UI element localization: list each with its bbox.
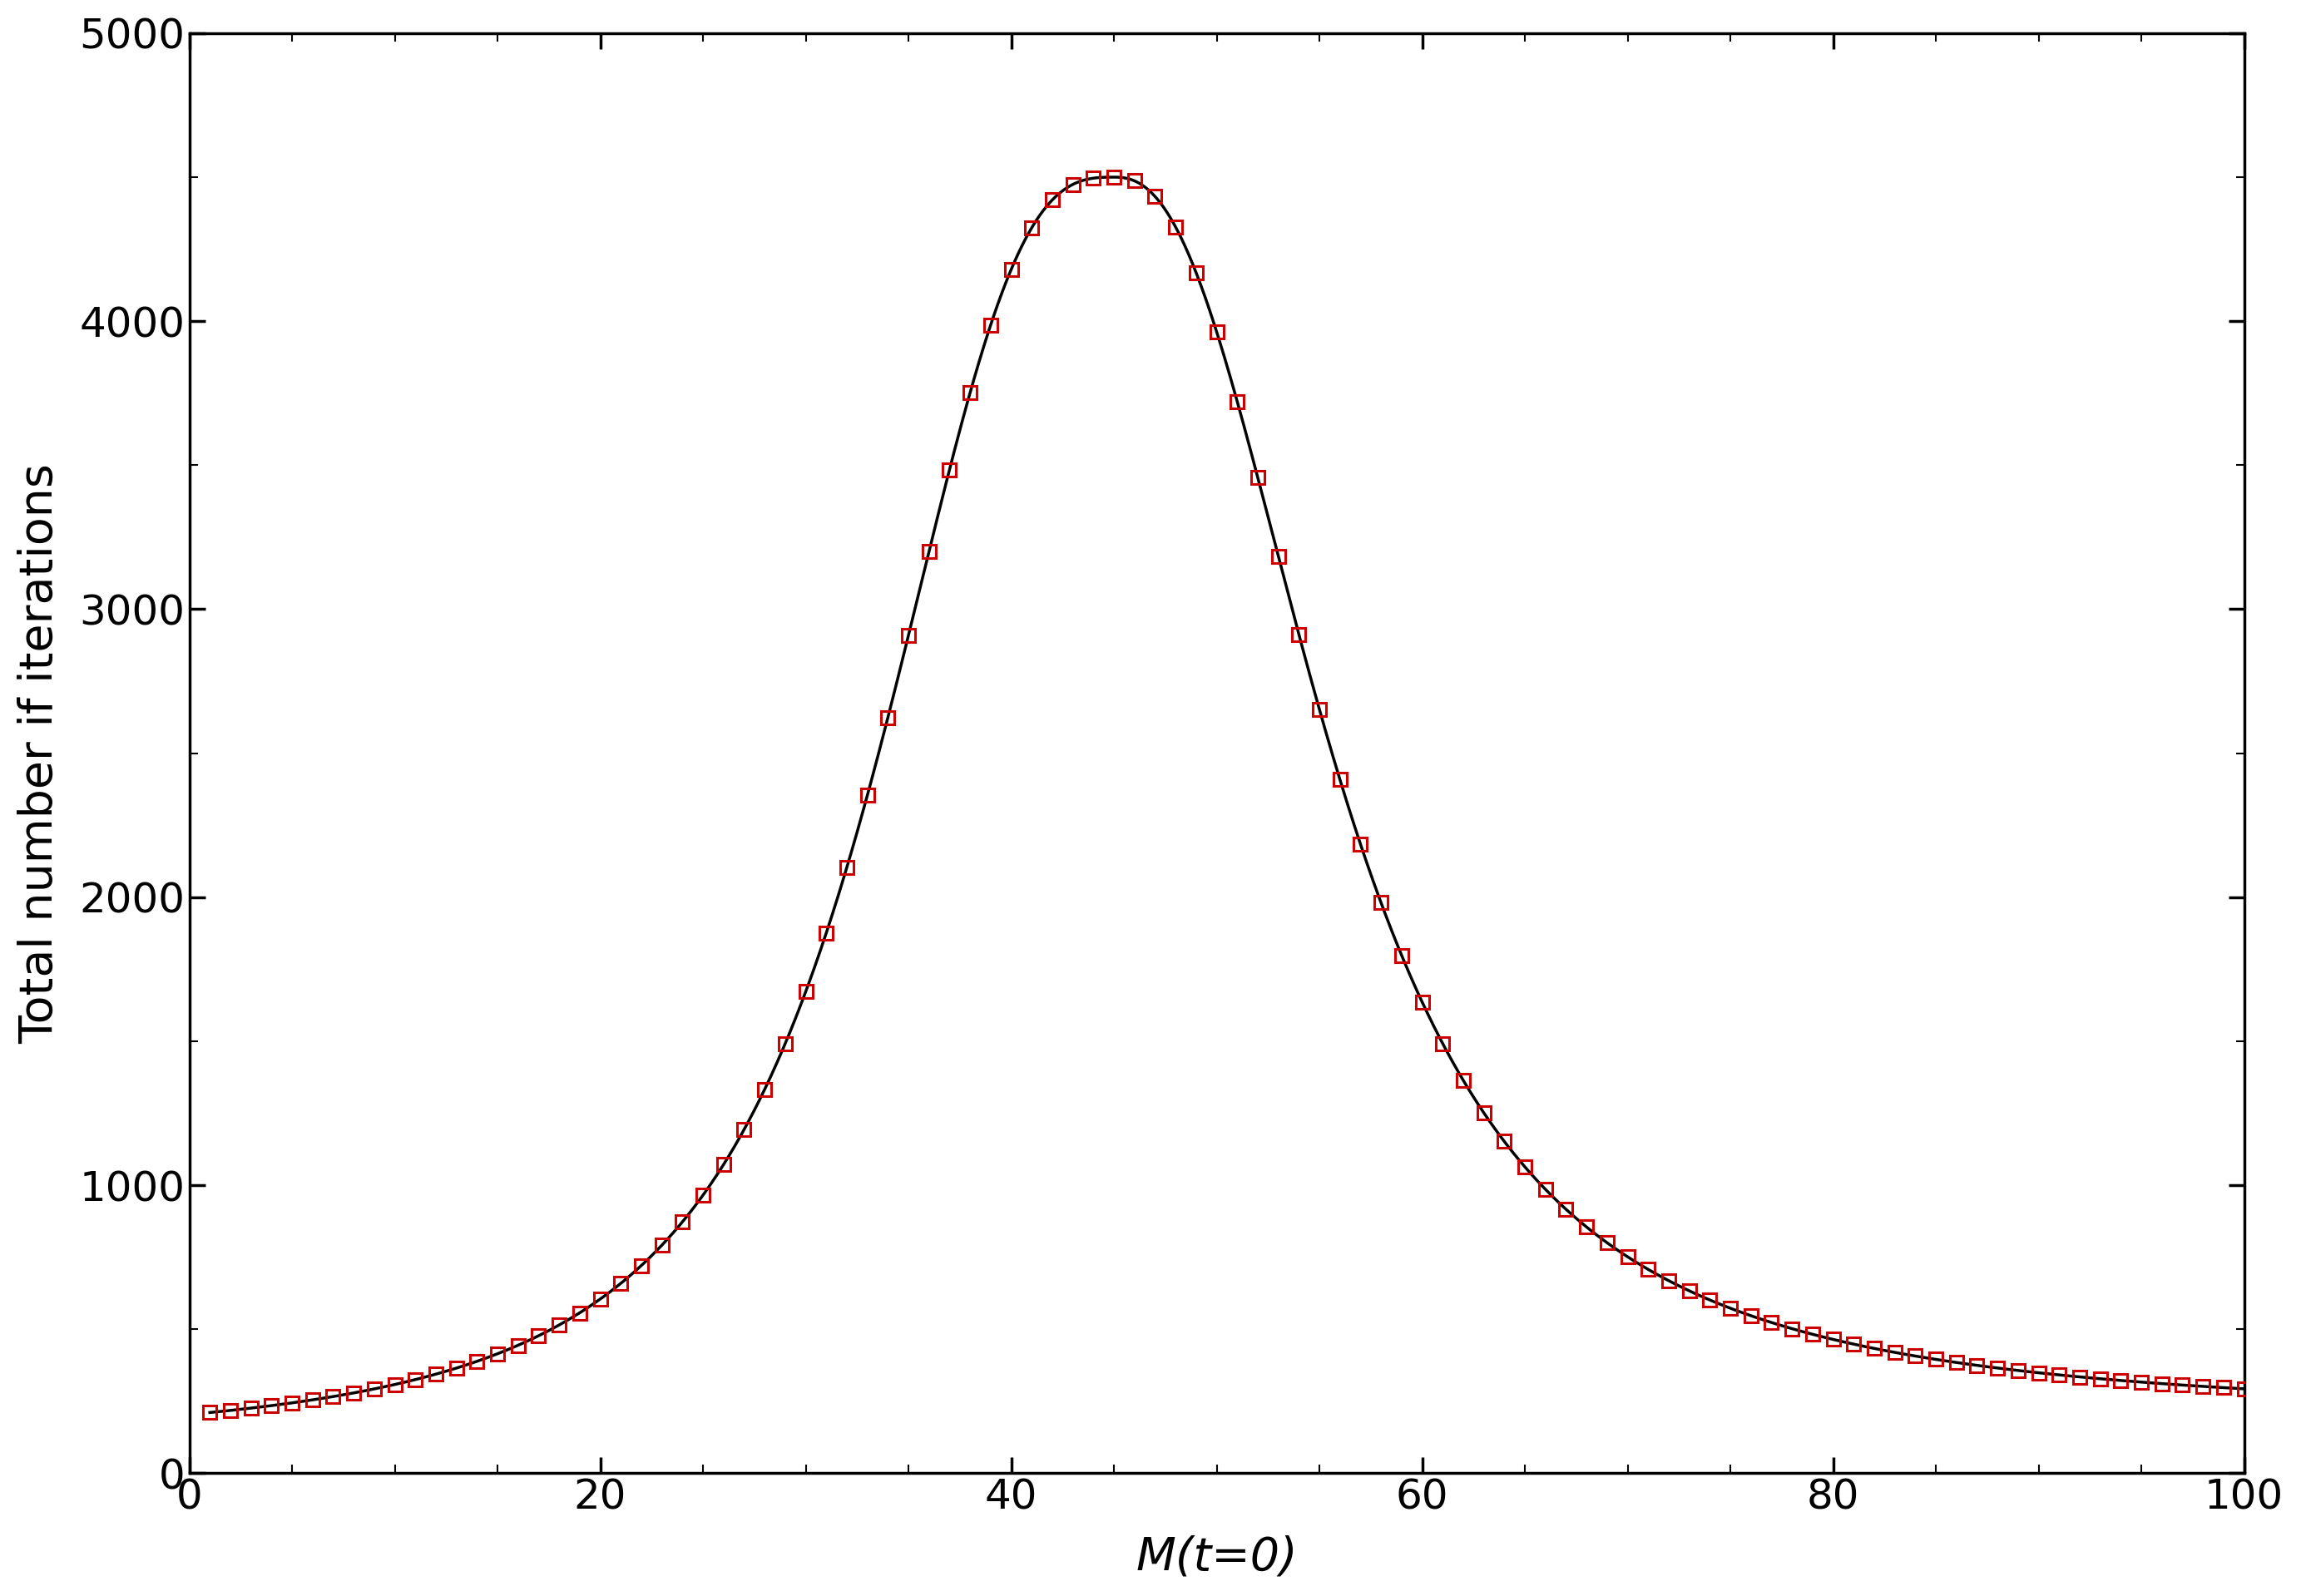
Y-axis label: Total number if iterations: Total number if iterations (18, 463, 62, 1044)
X-axis label: M(t=0): M(t=0) (1137, 1535, 1298, 1578)
